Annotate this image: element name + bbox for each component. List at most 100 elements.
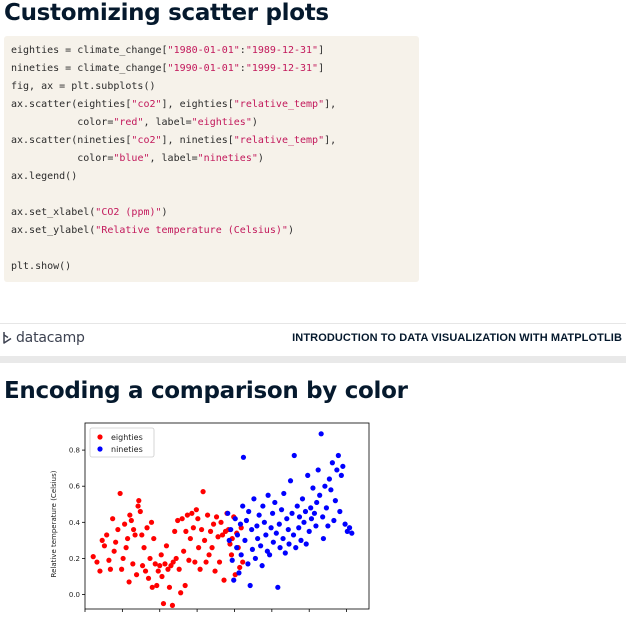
data-points: [90, 431, 355, 608]
code-token: color=: [11, 153, 114, 164]
data-point-eighties: [144, 525, 150, 531]
brand-name: datacamp: [16, 330, 85, 346]
data-point-nineties: [313, 523, 319, 529]
data-point-eighties: [122, 521, 128, 527]
data-point-eighties: [158, 552, 164, 558]
data-point-nineties: [276, 521, 282, 527]
code-token: ax.set_xlabel(: [11, 207, 96, 218]
series-nineties: [225, 431, 355, 590]
data-point-eighties: [212, 568, 218, 574]
data-point-nineties: [308, 505, 314, 511]
data-point-eighties: [120, 555, 126, 562]
data-point-eighties: [170, 559, 176, 565]
data-point-eighties: [159, 573, 165, 580]
code-line: ax.scatter(eighties["co2"], eighties["re…: [11, 99, 336, 110]
code-line: ax.scatter(nineties["co2"], nineties["re…: [11, 135, 336, 146]
code-line: color="blue", label="nineties"): [11, 153, 264, 164]
data-point-eighties: [197, 566, 203, 572]
data-point-nineties: [278, 507, 285, 513]
data-point-nineties: [290, 532, 297, 538]
data-point-eighties: [128, 517, 134, 524]
data-point-eighties: [216, 559, 223, 565]
data-point-eighties: [207, 528, 214, 534]
data-point-eighties: [189, 510, 195, 516]
data-point-nineties: [299, 496, 306, 502]
code-token: ): [257, 153, 264, 164]
data-point-nineties: [243, 517, 250, 524]
code-string: "CO2 (ppm)": [95, 207, 162, 218]
data-point-eighties: [183, 528, 189, 534]
data-point-nineties: [310, 485, 316, 491]
data-point-eighties: [206, 552, 212, 558]
data-point-eighties: [162, 561, 168, 567]
data-point-nineties: [236, 570, 242, 576]
code-line: eighties = climate_change["1980-01-01":"…: [11, 45, 324, 56]
data-point-eighties: [101, 543, 108, 549]
code-token: ): [161, 207, 168, 218]
data-point-nineties: [268, 525, 274, 531]
data-point-nineties: [326, 476, 332, 482]
code-token: ],: [324, 99, 337, 110]
data-point-eighties: [184, 512, 190, 518]
data-point-eighties: [178, 590, 184, 596]
data-point-nineties: [346, 525, 353, 531]
data-point-eighties: [104, 532, 110, 538]
data-point-eighties: [213, 514, 220, 520]
code-token: eighties = climate_change[: [11, 45, 168, 56]
course-title: INTRODUCTION TO DATA VISUALIZATION WITH …: [292, 332, 622, 344]
data-point-nineties: [273, 530, 279, 536]
data-point-eighties: [94, 559, 100, 565]
code-string: "1989-12-31": [245, 45, 319, 56]
data-point-eighties: [127, 512, 133, 518]
code-token: ],: [324, 135, 337, 146]
data-point-eighties: [149, 584, 155, 590]
data-point-eighties: [190, 525, 196, 531]
data-point-nineties: [318, 431, 324, 437]
data-point-nineties: [289, 510, 295, 516]
footer-divider: [0, 323, 626, 324]
data-point-nineties: [337, 508, 343, 515]
code-token: :: [239, 45, 246, 56]
data-point-eighties: [132, 532, 138, 538]
data-point-nineties: [263, 532, 269, 538]
data-point-eighties: [193, 507, 199, 513]
data-point-eighties: [181, 548, 187, 554]
data-point-nineties: [296, 514, 303, 520]
data-point-eighties: [176, 566, 182, 572]
y-tick-label: 0.2: [69, 555, 80, 563]
code-string: "co2": [131, 99, 162, 110]
code-token: , label=: [149, 153, 198, 164]
data-point-eighties: [133, 572, 140, 578]
code-token: plt.show(): [11, 261, 72, 272]
data-point-eighties: [166, 584, 173, 590]
code-token: ax.legend(): [11, 171, 78, 182]
data-point-nineties: [305, 472, 311, 478]
data-point-nineties: [229, 557, 235, 563]
data-point-eighties: [200, 489, 206, 495]
data-point-nineties: [301, 519, 307, 525]
data-point-eighties: [139, 532, 145, 538]
data-point-eighties: [126, 579, 132, 585]
code-string: "1990-01-01": [167, 63, 240, 74]
data-point-eighties: [228, 552, 235, 558]
code-token: , label=: [143, 117, 192, 128]
legend-label-nineties: nineties: [111, 445, 143, 454]
code-line: ax.set_ylabel("Relative temperature (Cel…: [11, 225, 294, 236]
data-point-eighties: [130, 561, 136, 567]
data-point-nineties: [237, 521, 244, 527]
code-token: fig, ax = plt.subplots(): [11, 81, 156, 92]
legend: eighties nineties: [89, 427, 155, 458]
data-point-nineties: [251, 496, 257, 502]
data-point-nineties: [340, 463, 346, 469]
data-point-nineties: [270, 539, 276, 545]
data-point-eighties: [204, 512, 211, 518]
data-point-eighties: [99, 537, 105, 543]
code-string: "1999-12-31": [245, 63, 319, 74]
data-point-eighties: [154, 582, 160, 589]
data-point-eighties: [182, 582, 188, 589]
data-point-nineties: [342, 521, 348, 527]
data-point-eighties: [90, 554, 96, 560]
data-point-nineties: [328, 487, 334, 493]
data-point-nineties: [293, 545, 299, 551]
data-point-nineties: [240, 503, 246, 509]
